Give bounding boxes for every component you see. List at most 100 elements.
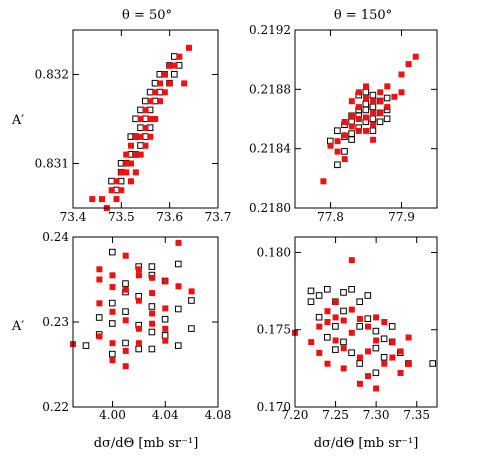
- y-tick-label: 0.2192: [249, 23, 291, 37]
- data-point: [118, 169, 125, 176]
- data-point: [341, 119, 348, 125]
- data-point: [363, 83, 369, 90]
- data-point: [372, 344, 380, 352]
- data-point: [340, 307, 347, 315]
- data-point: [384, 83, 391, 90]
- data-point: [341, 132, 348, 139]
- data-point: [365, 348, 371, 355]
- data-point: [429, 360, 436, 367]
- data-point: [109, 357, 116, 364]
- data-point: [369, 103, 377, 111]
- data-point: [389, 354, 396, 361]
- ylabel-bottom: A′: [11, 319, 24, 334]
- y-tick-label: 0.24: [42, 230, 69, 244]
- data-point: [365, 323, 371, 330]
- data-point: [332, 314, 339, 321]
- data-point: [122, 286, 129, 293]
- series-open-square: [307, 286, 436, 377]
- data-point: [132, 151, 139, 158]
- series-filled-square: [320, 53, 419, 185]
- y-tick-label: 0.175: [257, 323, 291, 337]
- data-point: [383, 115, 391, 123]
- data-point: [307, 298, 315, 305]
- x-tick-label: 7.25: [322, 408, 349, 422]
- data-point: [147, 116, 154, 122]
- data-point: [377, 89, 384, 96]
- data-point: [162, 325, 169, 332]
- data-point: [122, 308, 129, 315]
- series-filled-square: [70, 239, 195, 370]
- data-point: [348, 349, 355, 356]
- data-point: [108, 177, 115, 185]
- data-point: [372, 327, 380, 335]
- data-point: [149, 310, 156, 317]
- data-point: [363, 114, 369, 121]
- data-point: [370, 121, 377, 128]
- data-point: [186, 44, 192, 51]
- data-point: [148, 303, 156, 310]
- data-point: [397, 370, 404, 376]
- data-point: [334, 148, 341, 155]
- data-point: [362, 88, 370, 96]
- data-point: [340, 345, 347, 352]
- data-point: [389, 339, 396, 346]
- data-point: [348, 329, 355, 336]
- x-tick-label: 73.5: [108, 210, 135, 224]
- data-point: [171, 71, 178, 78]
- plot-frame: [72, 236, 219, 408]
- data-point: [334, 138, 341, 145]
- data-point: [147, 98, 154, 105]
- data-point: [370, 110, 377, 117]
- data-point: [405, 334, 412, 341]
- data-point: [348, 306, 355, 313]
- data-point: [355, 89, 362, 96]
- data-point: [171, 62, 178, 69]
- data-point: [308, 339, 315, 346]
- data-point: [307, 287, 315, 295]
- data-point: [109, 248, 116, 256]
- data-point: [132, 133, 139, 140]
- data-point: [324, 286, 331, 293]
- panel-theta-50-bottom: 4.00 4.04 4.08 0.22 0.23 0.24: [42, 230, 231, 422]
- data-point: [151, 79, 159, 87]
- data-point: [340, 338, 347, 346]
- x-tick-label: 7.20: [282, 408, 309, 422]
- y-tick-label: 0.2184: [249, 142, 291, 156]
- data-point: [381, 319, 388, 325]
- data-point: [324, 319, 331, 325]
- data-point: [362, 106, 370, 114]
- x-tick-label: 7.35: [403, 408, 430, 422]
- data-point: [137, 124, 144, 132]
- plot-frame: [294, 236, 438, 408]
- data-point: [137, 151, 144, 158]
- data-point: [340, 365, 347, 372]
- data-point: [161, 315, 169, 323]
- data-point: [340, 317, 347, 324]
- data-point: [99, 196, 105, 203]
- data-point: [356, 354, 363, 361]
- data-point: [142, 97, 149, 105]
- data-point: [113, 178, 120, 185]
- x-tick-label: 4.08: [205, 408, 232, 422]
- data-point: [175, 342, 182, 349]
- series-filled-square: [89, 44, 192, 211]
- data-point: [176, 53, 183, 60]
- data-point: [383, 94, 391, 102]
- data-point: [175, 283, 182, 290]
- series-filled-square: [292, 257, 412, 392]
- x-tick-label: 77.8: [317, 210, 344, 224]
- data-point: [316, 349, 323, 356]
- data-point: [397, 348, 404, 355]
- data-point: [412, 53, 419, 60]
- x-tick-label: 73.4: [60, 210, 87, 224]
- data-point: [175, 260, 182, 268]
- data-point: [149, 274, 156, 281]
- data-point: [122, 347, 129, 354]
- data-point: [146, 88, 154, 96]
- data-point: [405, 61, 412, 68]
- x-tick-label: 73.7: [205, 210, 232, 224]
- data-point: [369, 115, 377, 123]
- data-point: [161, 332, 169, 339]
- y-tick-label: 0.832: [35, 68, 69, 82]
- data-point: [142, 107, 149, 114]
